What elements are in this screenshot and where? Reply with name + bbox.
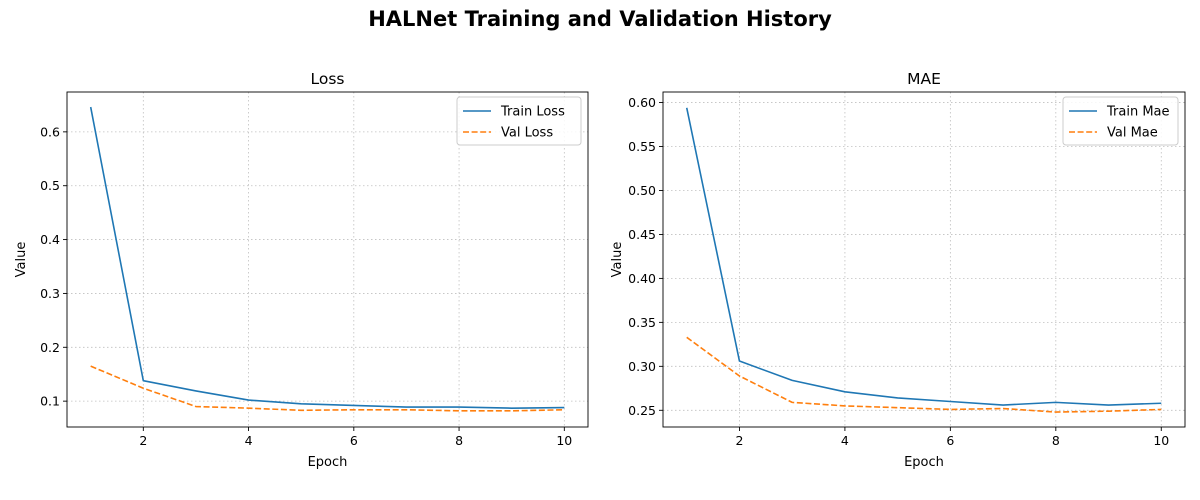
- legend-box: [456, 96, 582, 146]
- axes-frame: [66, 91, 589, 428]
- chart-1: Loss 2 4 6 8 10 0.1 0.2 0.3 0.4 0.5 0.6 Epoch Value Tr…: [14, 70, 589, 470]
- y-tick-label: 0.4: [40, 232, 60, 247]
- legend-box: [1062, 96, 1179, 146]
- y-tick-label: 0.6: [40, 124, 60, 139]
- y-tick-label: 0.30: [628, 359, 656, 374]
- x-tick-label: 2: [735, 433, 743, 448]
- legend: Train Mae Val Mae: [1062, 96, 1179, 146]
- axes-frame: [662, 91, 1186, 428]
- series-line-val-loss: [90, 365, 565, 412]
- chart-title: MAE: [907, 70, 941, 88]
- x-tick-label: 6: [946, 433, 954, 448]
- legend-label: Train Mae: [1106, 105, 1170, 120]
- x-tick-label: 8: [455, 433, 463, 448]
- x-tick-label: 6: [350, 433, 358, 448]
- y-tick-label: 0.25: [628, 403, 656, 418]
- series-line-train-mae: [685, 107, 1162, 406]
- legend-label: Train Loss: [500, 105, 565, 120]
- chart-title: Loss: [311, 70, 345, 88]
- y-tick-label: 0.50: [628, 183, 656, 198]
- x-tick-label: 10: [1153, 433, 1169, 448]
- x-axis-label: Epoch: [308, 455, 348, 470]
- y-tick-label: 0.5: [40, 178, 60, 193]
- y-axis-label: Value: [14, 242, 29, 278]
- y-tick-label: 0.2: [40, 340, 60, 355]
- x-tick-label: 8: [1052, 433, 1060, 448]
- legend-label: Val Loss: [501, 126, 553, 141]
- y-tick-label: 0.45: [628, 227, 656, 242]
- series-line-val-mae: [686, 336, 1162, 413]
- legend: Train Loss Val Loss: [456, 96, 582, 146]
- chart-2: MAE 2 4 6 8 10 0.25 0.30 0.35 0.40 0.45 0.50 0.55 0.6…: [610, 70, 1186, 470]
- x-tick-label: 2: [139, 433, 147, 448]
- chart-panels: Loss 2 4 6 8 10 0.1 0.2 0.3 0.4 0.5 0.6 Epoch Value Tr…: [14, 70, 1186, 470]
- gridlines: [67, 92, 588, 427]
- y-tick-label: 0.55: [628, 139, 656, 154]
- gridlines: [663, 92, 1185, 427]
- y-tick-label: 0.1: [40, 394, 60, 409]
- x-tick-label: 4: [841, 433, 849, 448]
- y-tick-label: 0.60: [628, 95, 656, 110]
- y-tick-label: 0.40: [628, 271, 656, 286]
- x-axis-label: Epoch: [904, 455, 944, 470]
- series-line-train-loss: [89, 106, 565, 409]
- figure-title: HALNet Training and Validation History: [368, 7, 832, 31]
- x-tick-label: 4: [245, 433, 253, 448]
- x-tick-label: 10: [556, 433, 572, 448]
- y-axis-label: Value: [610, 242, 625, 278]
- y-tick-label: 0.3: [40, 286, 60, 301]
- legend-label: Val Mae: [1107, 126, 1158, 141]
- y-tick-label: 0.35: [628, 315, 656, 330]
